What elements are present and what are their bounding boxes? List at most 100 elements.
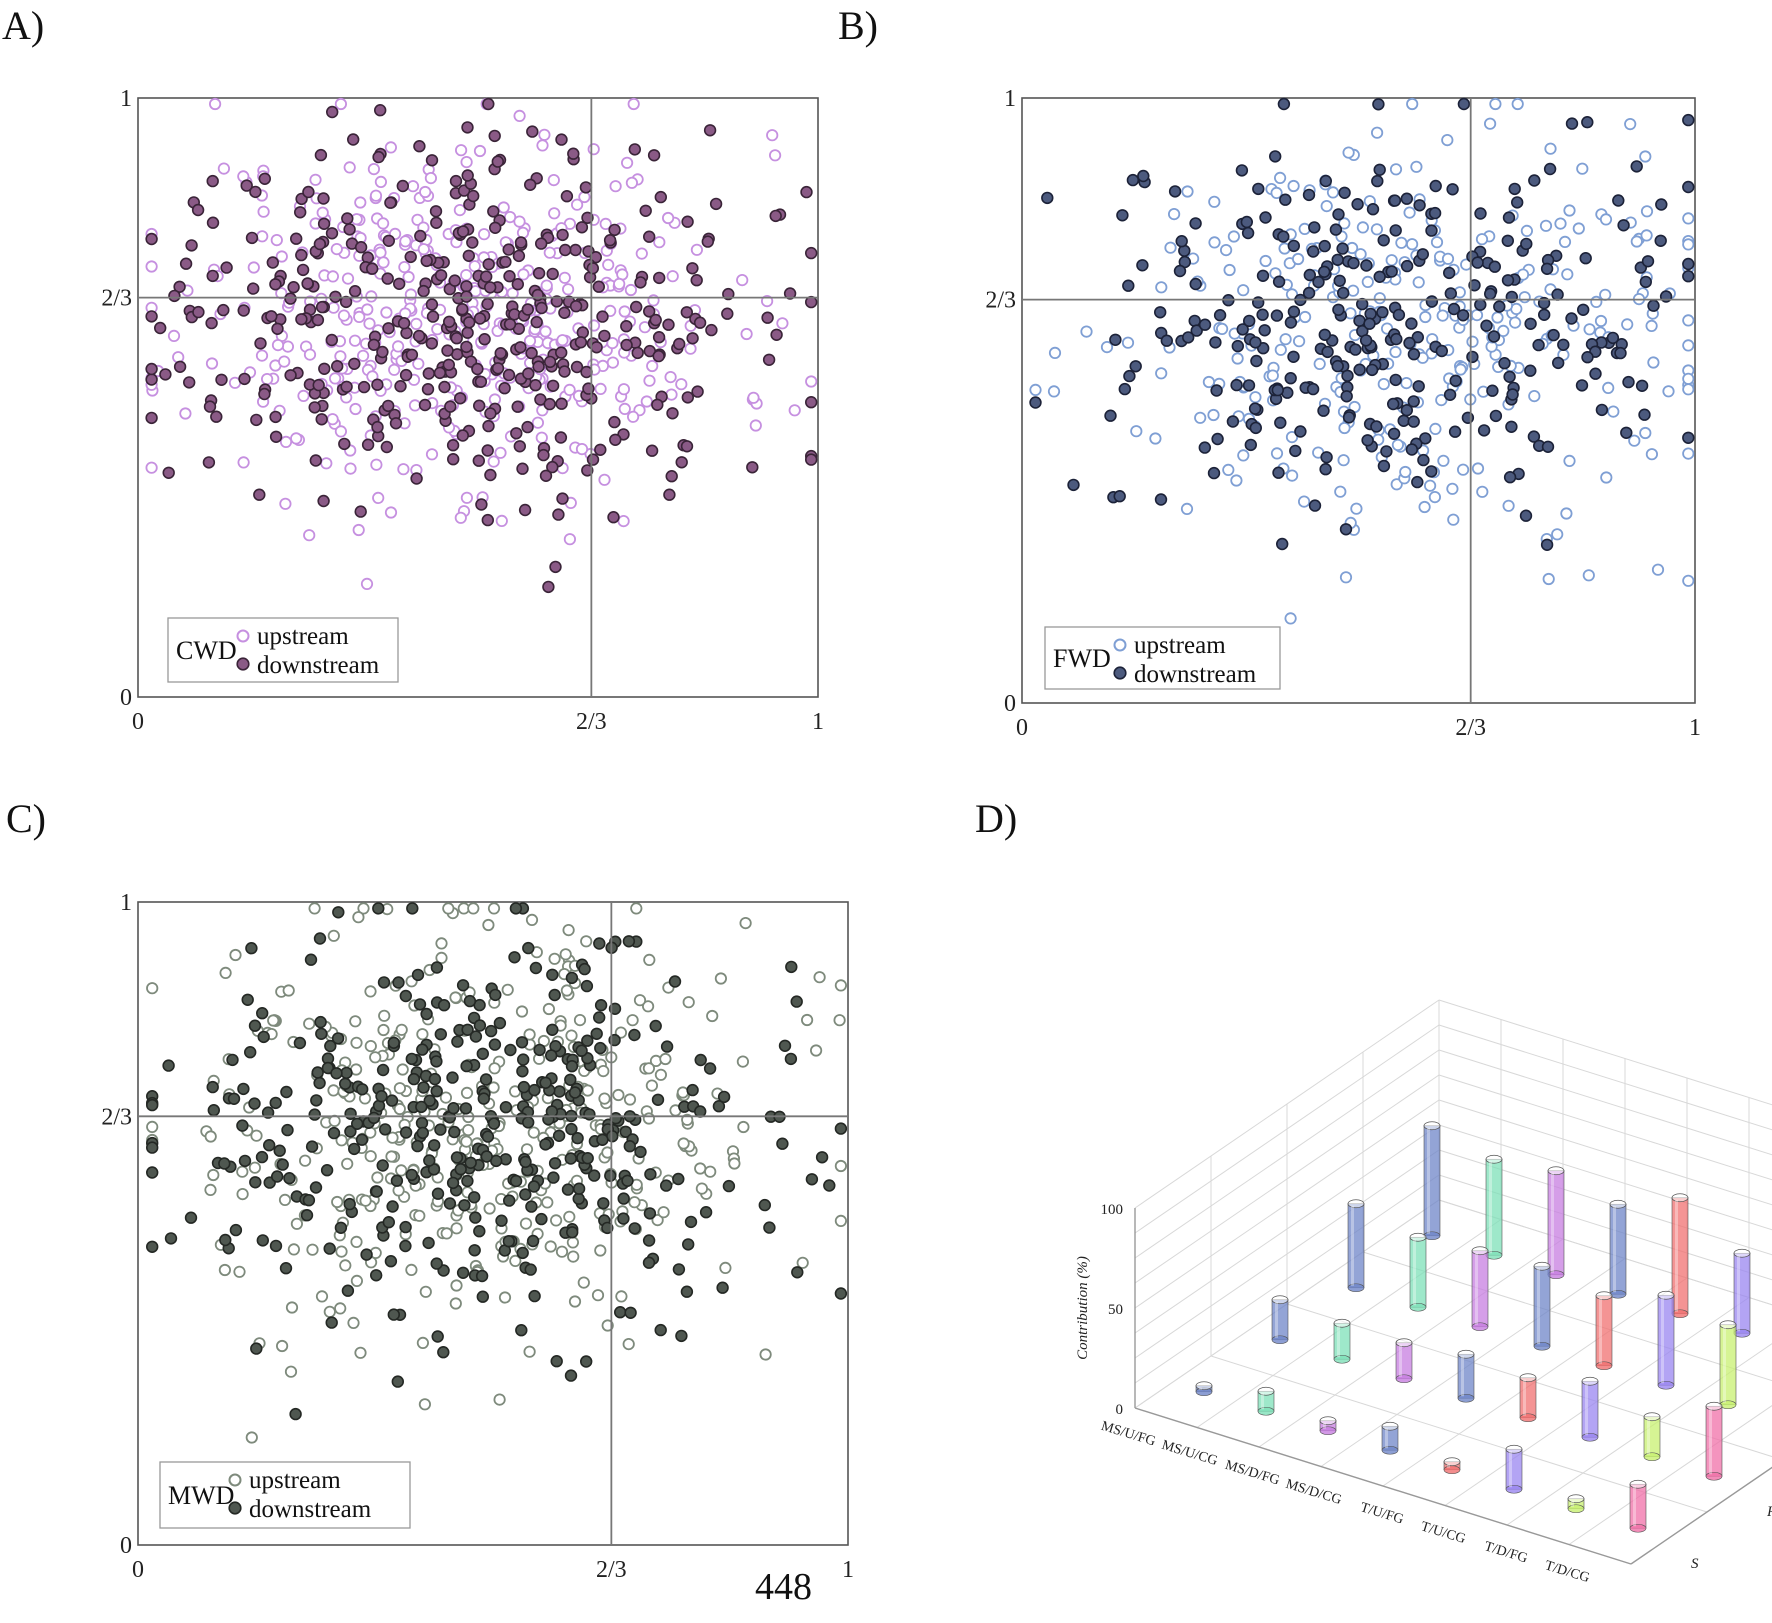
point-downstream [521, 303, 534, 316]
point-downstream [215, 373, 228, 386]
point-upstream [278, 355, 291, 368]
point-upstream [547, 174, 560, 187]
bar [1333, 1318, 1351, 1364]
point-downstream [481, 297, 494, 311]
point-downstream [555, 397, 568, 410]
point-upstream [343, 161, 356, 174]
point-upstream [341, 272, 355, 285]
bar-highlight [1675, 1199, 1678, 1312]
point-downstream [159, 368, 172, 381]
point-downstream [441, 344, 454, 357]
point-upstream [179, 407, 192, 420]
point-downstream [804, 453, 818, 466]
point-upstream [297, 389, 310, 402]
point-downstream [466, 236, 479, 249]
point-downstream [173, 360, 187, 373]
bar-highlight [1509, 1451, 1512, 1488]
point-upstream [363, 317, 376, 330]
point-downstream [290, 232, 303, 245]
point-downstream [534, 237, 548, 250]
point-downstream [302, 185, 315, 199]
bar-body [1705, 1405, 1723, 1477]
point-upstream [1607, 405, 1620, 418]
point-downstream [546, 379, 560, 392]
point-downstream [265, 310, 278, 323]
point-downstream [631, 346, 644, 360]
bar-top [1719, 1320, 1737, 1330]
point-upstream [640, 395, 653, 408]
bar-body [1547, 1170, 1565, 1276]
point-upstream [365, 290, 378, 303]
point-upstream [540, 279, 553, 292]
point-downstream [489, 221, 502, 235]
point-upstream [1168, 208, 1181, 221]
plot-frame [1021, 97, 1696, 704]
point-upstream [1389, 345, 1402, 359]
bar-base [1581, 1432, 1599, 1442]
bar-top [1609, 1199, 1627, 1209]
bar-body [1471, 1250, 1489, 1328]
point-downstream [220, 261, 233, 274]
point-downstream [317, 217, 331, 231]
point-upstream [270, 234, 283, 247]
bar-top [1505, 1444, 1523, 1454]
point-upstream [326, 270, 339, 283]
bar-top [1485, 1154, 1503, 1164]
point-downstream [269, 410, 282, 424]
point-downstream [414, 229, 427, 243]
point-downstream [473, 312, 487, 325]
point-upstream [271, 338, 285, 352]
bar-highlight [1385, 1428, 1388, 1449]
point-downstream [705, 323, 718, 337]
category-label: MS/D/CG [1284, 1477, 1343, 1508]
bar-base [1733, 1328, 1751, 1338]
bar-body [1395, 1342, 1413, 1380]
point-upstream [624, 283, 638, 297]
point-upstream [1682, 314, 1695, 327]
point-downstream [269, 430, 283, 443]
point-downstream [598, 329, 611, 343]
point-upstream [1682, 574, 1695, 587]
bar-highlight [1275, 1301, 1278, 1338]
point-downstream [444, 400, 457, 413]
point-upstream [360, 577, 374, 591]
bar-highlight [1585, 1383, 1588, 1436]
point-downstream [192, 305, 205, 319]
bar-base [1629, 1523, 1647, 1533]
point-downstream [481, 513, 494, 527]
bar-top [1533, 1261, 1551, 1271]
point-upstream [747, 391, 760, 404]
point-downstream [690, 274, 703, 287]
bar-body [1595, 1295, 1613, 1367]
z-tick-label: 0 [1116, 1402, 1124, 1418]
point-downstream [384, 196, 397, 209]
point-downstream [311, 313, 325, 327]
point-downstream [628, 143, 641, 156]
point-downstream [543, 355, 557, 369]
point-downstream [145, 411, 158, 425]
point-downstream [675, 456, 688, 469]
point-upstream [377, 256, 390, 269]
point-upstream [237, 456, 250, 469]
point-downstream [607, 511, 620, 524]
point-downstream [168, 289, 181, 303]
point-upstream [1576, 162, 1589, 175]
bar-base [1471, 1322, 1489, 1332]
bar-top [1409, 1232, 1427, 1242]
point-downstream [249, 185, 262, 199]
point-downstream [586, 453, 600, 466]
point-downstream [511, 278, 524, 291]
point-downstream [634, 276, 647, 289]
z-tick-label: 50 [1108, 1302, 1123, 1318]
point-downstream [331, 360, 344, 373]
point-upstream [1080, 325, 1093, 338]
point-downstream [666, 407, 679, 420]
point-upstream [1475, 233, 1489, 246]
point-downstream [516, 462, 529, 475]
bar [1395, 1338, 1413, 1384]
point-upstream [740, 327, 753, 341]
point-upstream [1334, 485, 1347, 498]
point-downstream [460, 290, 473, 303]
point-upstream [290, 432, 303, 445]
point-downstream [762, 353, 776, 366]
